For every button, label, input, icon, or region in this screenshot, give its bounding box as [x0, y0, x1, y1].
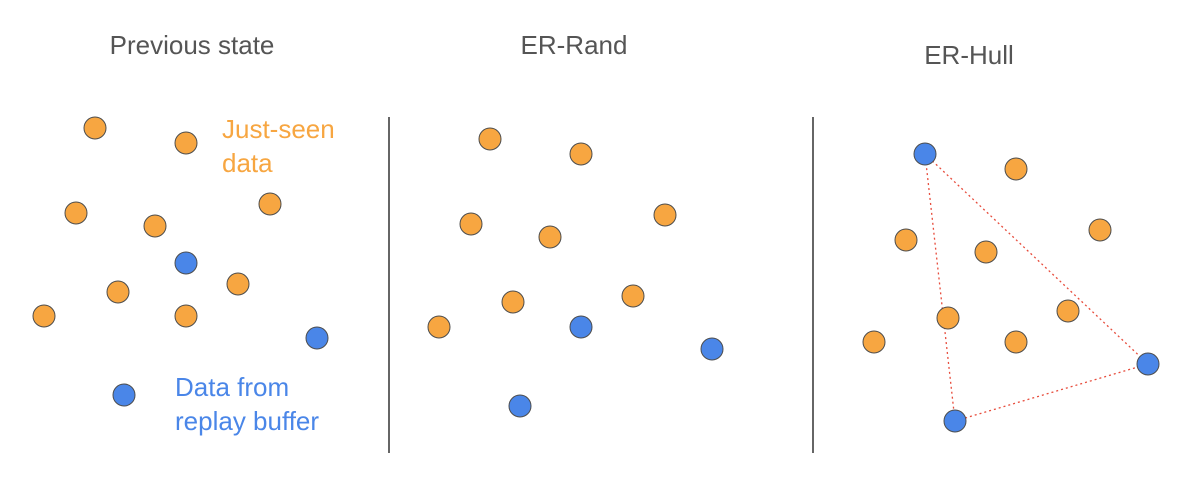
er-hull-replay-point	[943, 409, 967, 433]
previous-state-just-seen-point	[106, 280, 130, 304]
er-hull-just-seen-point	[1088, 218, 1112, 242]
er-hull-just-seen-point	[1056, 299, 1080, 323]
er-hull-just-seen-point	[1004, 157, 1028, 181]
previous-state-just-seen-point	[226, 272, 250, 296]
legend-just-seen-line1: Just-seen	[222, 114, 335, 144]
er-rand-just-seen-point	[427, 315, 451, 339]
previous-state-replay-point	[305, 326, 329, 350]
legend-replay-line1: Data from	[175, 372, 290, 402]
legend-replay-label: Data from replay buffer	[175, 370, 319, 438]
convex-hull-outline	[924, 152, 1150, 422]
panel-title-previous-state: Previous state	[109, 30, 275, 60]
er-hull-just-seen-point	[974, 240, 998, 264]
previous-state-just-seen-point	[258, 192, 282, 216]
er-rand-just-seen-point	[569, 142, 593, 166]
divider-left	[388, 117, 390, 453]
legend-replay-line2: replay buffer	[175, 406, 320, 436]
previous-state-just-seen-point	[174, 131, 198, 155]
er-hull-just-seen-point	[862, 330, 886, 354]
er-rand-replay-point	[508, 394, 532, 418]
er-rand-just-seen-point	[478, 127, 502, 151]
legend-replay-dot	[112, 383, 136, 407]
panel-title-er-rand: ER-Rand	[520, 30, 628, 60]
er-rand-just-seen-point	[621, 284, 645, 308]
previous-state-just-seen-point	[32, 304, 56, 328]
er-rand-replay-point	[569, 315, 593, 339]
panel-title-er-hull: ER-Hull	[924, 40, 1014, 70]
er-rand-just-seen-point	[459, 212, 483, 236]
legend-just-seen-label: Just-seen data	[222, 112, 335, 180]
er-hull-just-seen-point	[1004, 330, 1028, 354]
er-rand-just-seen-point	[538, 225, 562, 249]
previous-state-just-seen-point	[174, 304, 198, 328]
er-hull-just-seen-point	[894, 228, 918, 252]
er-rand-just-seen-point	[653, 203, 677, 227]
previous-state-replay-point	[174, 251, 198, 275]
previous-state-just-seen-point	[83, 116, 107, 140]
er-hull-replay-point	[913, 142, 937, 166]
previous-state-just-seen-point	[64, 201, 88, 225]
legend-just-seen-line2: data	[222, 148, 273, 178]
divider-right	[812, 117, 814, 453]
er-hull-replay-point	[1136, 352, 1160, 376]
er-rand-replay-point	[700, 337, 724, 361]
previous-state-just-seen-point	[143, 214, 167, 238]
er-rand-just-seen-point	[501, 290, 525, 314]
er-hull-just-seen-point	[936, 306, 960, 330]
